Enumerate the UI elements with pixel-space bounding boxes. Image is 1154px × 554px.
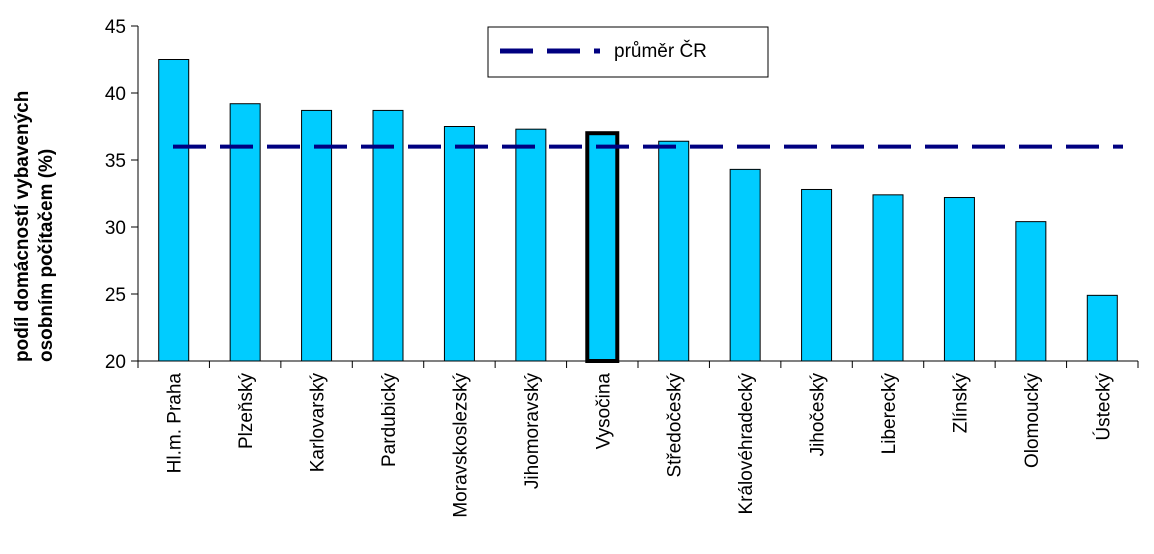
bar — [515, 128, 547, 362]
bar — [729, 168, 761, 362]
y-tick-label: 20 — [105, 352, 126, 373]
x-tick-label: Královéhradecký — [736, 373, 757, 515]
bar — [229, 103, 261, 362]
y-tick-label: 35 — [105, 151, 126, 172]
x-tick-label: Vysočina — [593, 373, 614, 450]
x-tick-labels: Hl.m. Praha Plzeňský Karlovarský Pardubický… — [165, 373, 1115, 518]
x-tick-label: Moravskoslezský — [450, 373, 471, 518]
bar — [658, 140, 690, 362]
x-tick-label: Pardubický — [379, 373, 400, 467]
y-tick-labels: 20 25 30 35 40 45 — [105, 17, 126, 373]
x-tick-label: Zlínský — [950, 373, 971, 434]
x-tick-label: Liberecký — [879, 373, 900, 455]
legend-box — [487, 26, 769, 78]
y-tick-label: 30 — [105, 218, 126, 239]
bar — [1015, 221, 1047, 362]
y-axis-title: podíl domácností vybavených osobním počí… — [12, 91, 57, 362]
bar — [158, 59, 190, 362]
legend-label: průměr ČR — [614, 40, 707, 62]
x-tick-label: Karlovarský — [308, 373, 329, 473]
bar — [872, 194, 904, 362]
y-axis-title-line2: osobním počítačem (%) — [36, 149, 57, 362]
x-tick-label: Jihomoravský — [522, 373, 543, 490]
x-tick-label: Plzeňský — [236, 373, 257, 450]
y-tick-label: 45 — [105, 17, 126, 38]
bar — [801, 188, 833, 362]
bar — [943, 197, 975, 362]
legend: průměr ČR — [487, 26, 769, 78]
bars — [158, 59, 1118, 363]
bar — [1086, 294, 1118, 362]
y-tick-label: 40 — [105, 84, 126, 105]
y-tick-label: 25 — [105, 285, 126, 306]
y-axis-title-line1: podíl domácností vybavených — [12, 91, 33, 362]
bar — [372, 109, 404, 362]
x-tick-label: Hl.m. Praha — [165, 373, 186, 474]
bar-highlighted — [585, 131, 620, 363]
x-tick-label: Středočeský — [665, 373, 686, 478]
bar — [301, 109, 333, 362]
x-tick-label: Olomoucký — [1022, 373, 1043, 469]
bar — [443, 126, 475, 362]
x-tick-label: Jihočeský — [808, 373, 829, 457]
x-tick-label: Ústecký — [1092, 373, 1114, 441]
